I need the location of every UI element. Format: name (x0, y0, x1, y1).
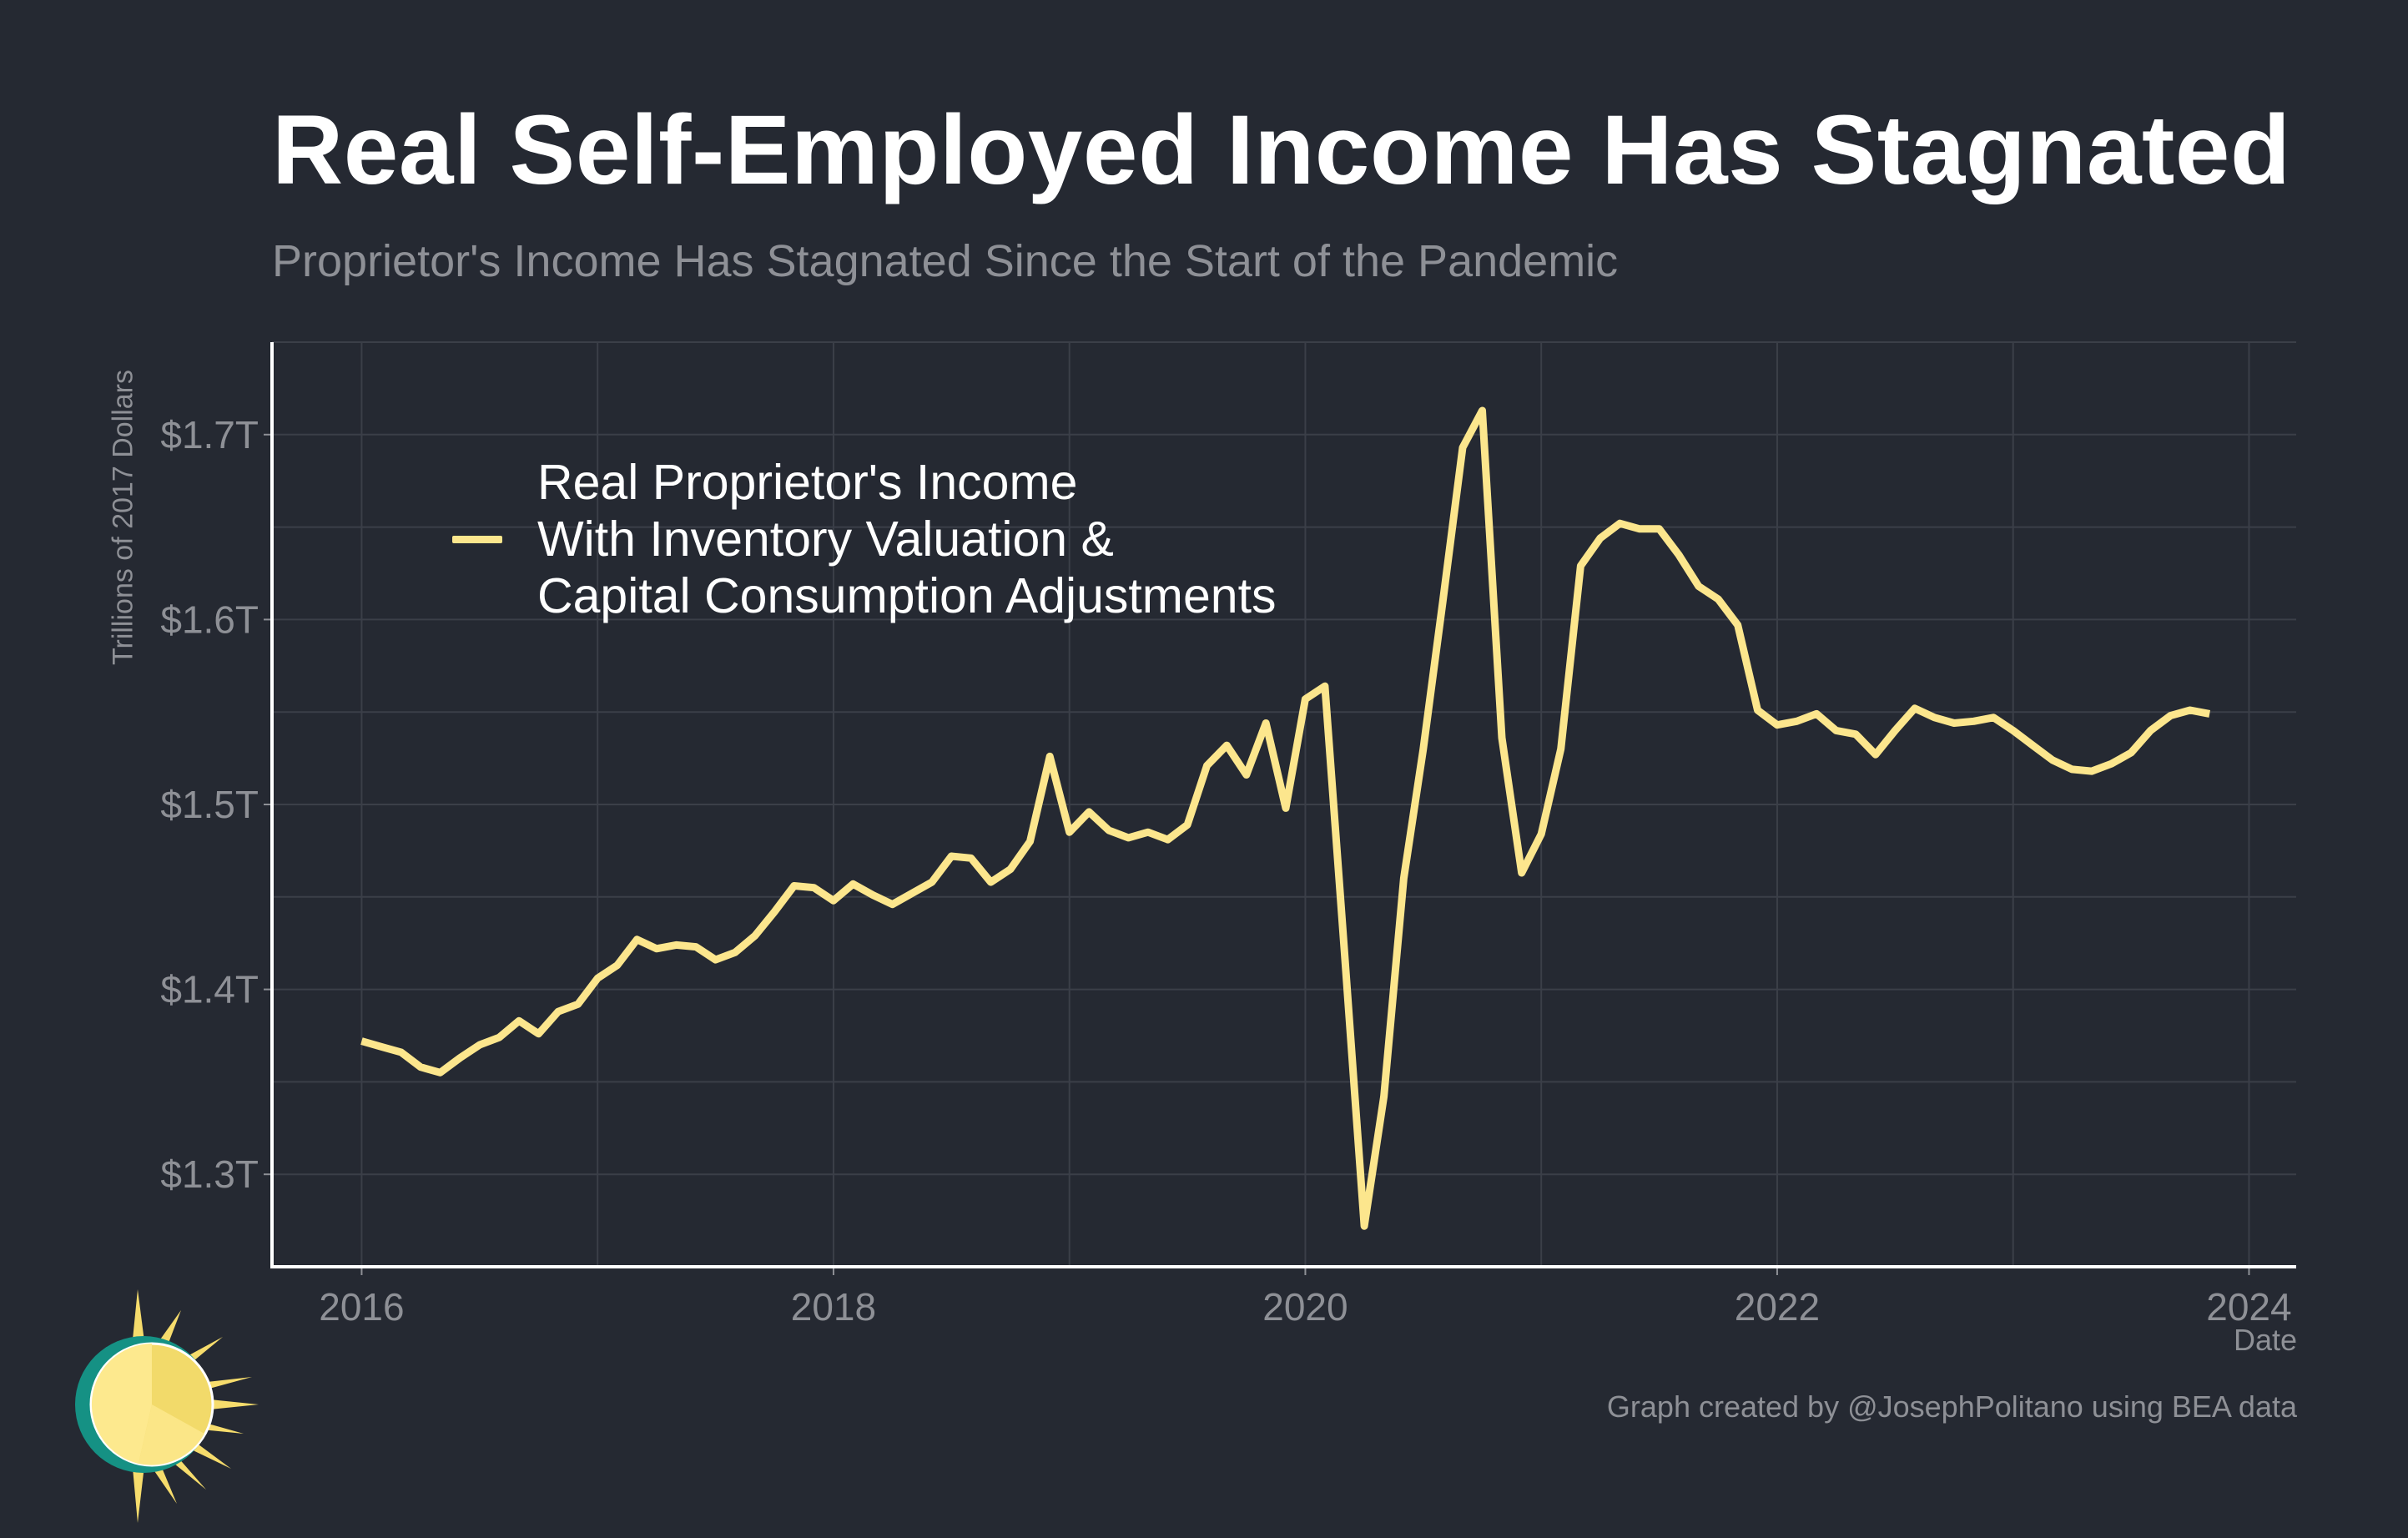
y-tick-label: $1.5T (160, 783, 259, 826)
legend-swatch (452, 535, 502, 543)
y-tick-label: $1.3T (160, 1152, 259, 1196)
y-tick-label: $1.7T (160, 413, 259, 456)
x-axis-label: Date (2233, 1323, 2297, 1357)
x-tick-label: 2022 (1735, 1285, 1820, 1329)
chart-title: Real Self-Employed Income Has Stagnated (272, 95, 2291, 205)
chart-subtitle: Proprietor's Income Has Stagnated Since … (272, 236, 1619, 286)
legend: Real Proprietor's Income With Inventory … (452, 454, 1276, 624)
series-line (360, 406, 2211, 1230)
legend-label: Real Proprietor's Income With Inventory … (537, 455, 1277, 623)
source-caption: Graph created by @JosephPolitano using B… (1606, 1389, 2297, 1424)
x-tick-label: 2020 (1262, 1285, 1348, 1329)
x-tick-label: 2024 (2206, 1285, 2291, 1329)
x-tick-label: 2016 (319, 1285, 404, 1329)
grid-lines (272, 341, 2296, 1267)
y-tick-label: $1.4T (160, 968, 259, 1011)
tick-labels: $1.3T $1.4T $1.5T $1.6T $1.7T 2016 2018 2020 202… (160, 413, 2291, 1329)
sun-logo-icon (75, 1289, 259, 1523)
series-group (360, 406, 2211, 1230)
y-tick-label: $1.6T (160, 598, 259, 641)
x-tick-label: 2018 (791, 1285, 876, 1329)
axes (264, 342, 2296, 1275)
